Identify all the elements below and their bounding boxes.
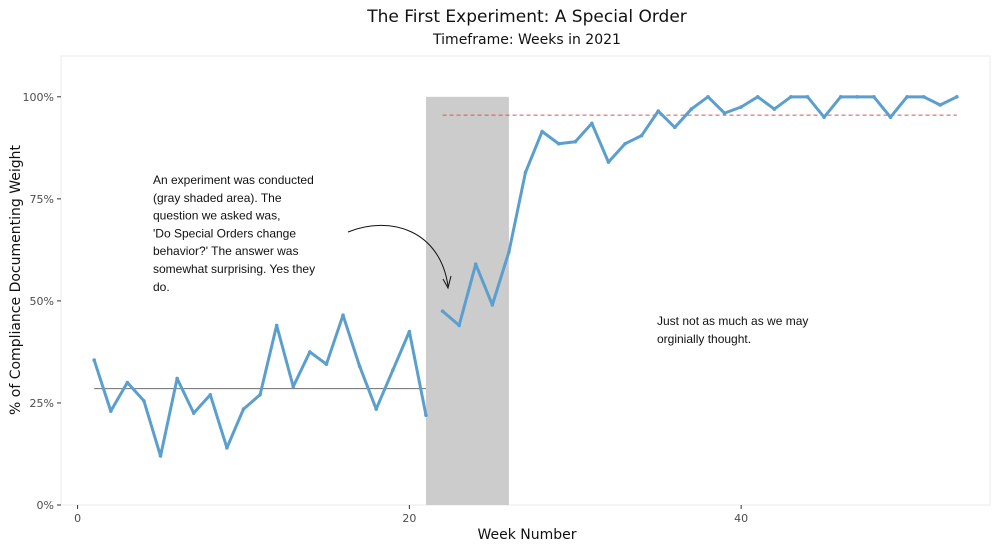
data-point (623, 141, 627, 146)
data-point (208, 392, 213, 397)
data-point (905, 95, 909, 99)
data-point (888, 115, 893, 120)
data-point (739, 105, 743, 109)
annotation-line: behavior?' The answer was (153, 244, 298, 258)
data-point (855, 95, 860, 99)
data-point (241, 407, 246, 411)
data-point (822, 115, 826, 120)
data-point (274, 323, 279, 328)
data-point (639, 133, 644, 138)
y-tick-label: 50% (30, 295, 54, 308)
annotation-experiment: An experiment was conducted (gray shaded … (153, 173, 315, 294)
data-point (772, 107, 777, 111)
y-tick-label: 75% (30, 193, 54, 206)
data-point (191, 411, 196, 415)
data-point (225, 446, 229, 450)
x-tick-label: 0 (74, 512, 81, 525)
data-point (175, 376, 179, 381)
data-point (540, 129, 544, 134)
annotation-line: somewhat surprising. Yes they (153, 262, 315, 276)
data-point (689, 107, 694, 111)
data-point (938, 103, 943, 107)
plot-panel (60, 55, 991, 506)
data-point (291, 384, 296, 389)
data-point (955, 95, 959, 99)
data-point (357, 364, 362, 369)
data-point (573, 139, 578, 144)
annotation-line: orginially thought. (657, 332, 751, 346)
y-tick-label: 25% (30, 397, 54, 410)
annotation-line: question we asked was, (153, 209, 280, 223)
data-point (838, 95, 843, 99)
annotation-line: Just not as much as we may (657, 314, 808, 328)
data-point (440, 309, 445, 313)
chart-subtitle: Timeframe: Weeks in 2021 (432, 32, 621, 48)
y-tick-label: 100% (23, 91, 54, 104)
data-point (673, 125, 677, 130)
annotation-line: 'Do Special Orders change (153, 226, 296, 240)
y-tick-label: 0% (37, 499, 54, 512)
x-axis-title: Week Number (477, 527, 576, 543)
data-point (556, 141, 561, 146)
data-point (656, 109, 661, 113)
data-point (158, 454, 163, 458)
data-point (507, 250, 511, 254)
x-tick-label: 40 (734, 512, 748, 525)
annotation-arrow (347, 224, 449, 287)
data-point (523, 170, 528, 175)
data-point (789, 95, 793, 99)
annotation-arrowhead (442, 275, 452, 290)
data-point (341, 313, 345, 317)
data-point (258, 392, 262, 397)
data-point (324, 362, 329, 366)
y-axis-title: % of Compliance Documenting Weight (8, 145, 24, 415)
data-point (590, 121, 594, 126)
x-tick-label: 20 (402, 512, 416, 525)
data-point (706, 95, 710, 99)
data-point (490, 303, 495, 307)
data-point (125, 380, 130, 385)
annotation-line: (gray shaded area). The (153, 191, 282, 205)
data-point (755, 95, 760, 99)
experiment-shaded-area (425, 96, 509, 506)
data-point (805, 95, 810, 99)
data-point (457, 323, 461, 328)
series-line-2 (441, 95, 959, 327)
annotation-line: An experiment was conducted (153, 173, 314, 187)
data-point (473, 262, 478, 266)
data-point (921, 95, 926, 99)
data-point (872, 95, 876, 99)
annotation-line: do. (153, 280, 170, 294)
data-point (308, 350, 312, 354)
data-point (390, 368, 395, 373)
data-point (407, 329, 412, 334)
data-point (142, 399, 146, 403)
data-point (606, 160, 611, 164)
data-point (108, 409, 113, 413)
data-point (722, 111, 727, 115)
data-point (424, 413, 428, 418)
data-point (92, 358, 96, 362)
data-point (374, 407, 378, 411)
chart-title: The First Experiment: A Special Order (366, 7, 687, 27)
annotation-thought: Just not as much as we may orginially tho… (657, 314, 808, 346)
